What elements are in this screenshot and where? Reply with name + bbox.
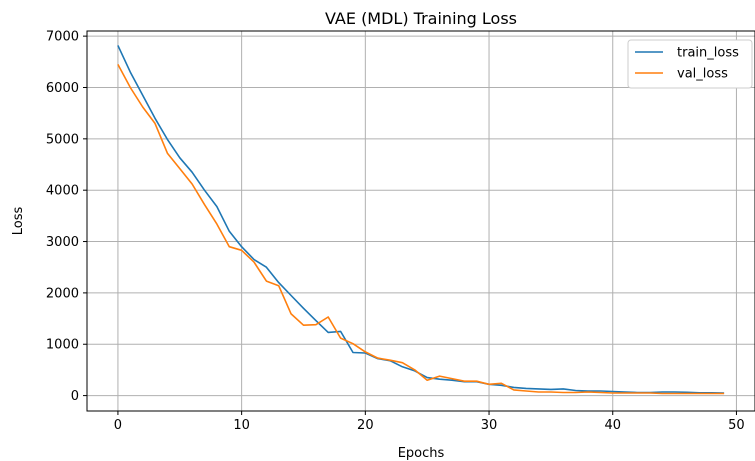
legend-label-train-loss: train_loss (677, 46, 739, 61)
y-tick-label: 0 (71, 389, 79, 404)
y-tick-label: 2000 (46, 286, 79, 301)
x-tick-label: 30 (481, 418, 498, 433)
y-axis-title: Loss (11, 207, 26, 236)
x-tick-label: 20 (357, 418, 374, 433)
y-tick-label: 5000 (46, 132, 79, 147)
x-tick-label: 0 (114, 418, 122, 433)
y-tick-label: 1000 (46, 338, 79, 353)
x-tick-label: 10 (233, 418, 250, 433)
series-line-train-loss (117, 45, 725, 394)
y-tick-label: 6000 (46, 81, 79, 96)
legend-label-val-loss: val_loss (677, 67, 728, 82)
y-tick-label: 3000 (46, 235, 79, 250)
series-line-val-loss (117, 64, 725, 395)
y-axis: 0 1000 2000 3000 4000 5000 6000 7000 (46, 30, 87, 404)
series-layer (117, 45, 725, 395)
legend: train_loss val_loss (627, 39, 753, 89)
y-tick-label: 7000 (46, 30, 79, 45)
chart-title: VAE (MDL) Training Loss (325, 9, 517, 28)
x-tick-label: 40 (604, 418, 621, 433)
plot-frame (86, 30, 755, 412)
x-axis: 0 10 20 30 40 50 (114, 411, 745, 433)
x-tick-label: 50 (728, 418, 745, 433)
y-tick-label: 4000 (46, 184, 79, 199)
x-axis-title: Epochs (398, 446, 445, 461)
